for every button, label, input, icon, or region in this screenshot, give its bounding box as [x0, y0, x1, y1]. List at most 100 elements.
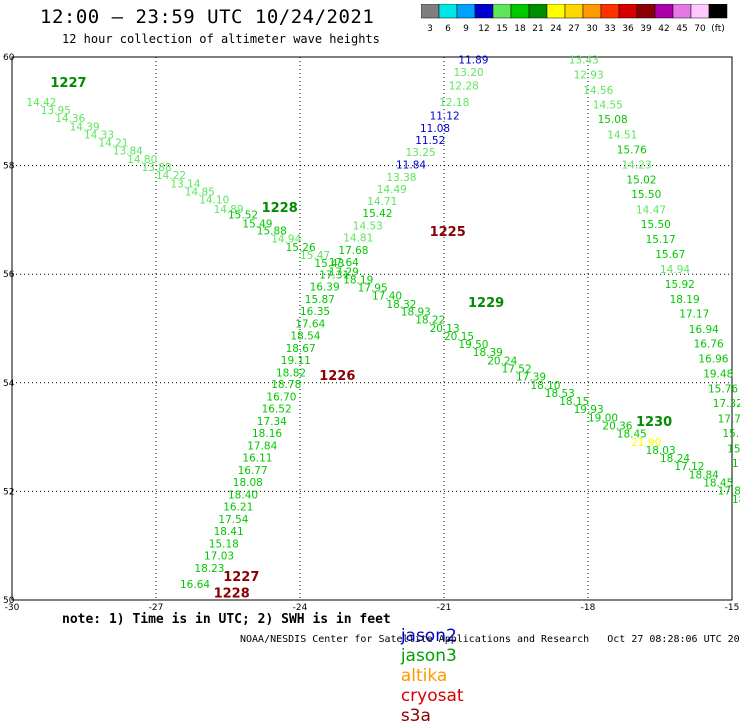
wave-height-value: 17.40 — [372, 291, 402, 303]
y-tick-label: 52 — [3, 487, 14, 497]
wave-height-value: 13.88 — [142, 162, 172, 174]
wave-height-value: 19.93 — [574, 404, 604, 416]
wave-height-value: 20.15 — [444, 331, 474, 343]
wave-height-value: 15.43 — [314, 258, 344, 270]
wave-height-value: 16.39 — [310, 281, 340, 293]
x-tick-label: -15 — [725, 603, 740, 613]
y-tick-label: 60 — [3, 53, 15, 63]
legend-s3a: s3a — [400, 706, 431, 726]
wave-height-value: 17.31 — [319, 270, 349, 282]
wave-height-value: 14.10 — [199, 195, 229, 207]
colorbar-label: 70 — [694, 24, 706, 34]
wave-height-value: 18.67 — [286, 343, 316, 355]
wave-height-value: 15.26 — [286, 242, 316, 254]
x-tick-label: -27 — [149, 603, 164, 613]
wave-height-value: 14.53 — [353, 221, 383, 233]
wave-height-value: 15.42 — [362, 208, 392, 220]
wave-height-value: 17.52 — [502, 363, 532, 375]
wave-height-value: 14.89 — [214, 204, 244, 216]
wave-height-value: 15.87 — [305, 294, 335, 306]
wave-height-value: 18.08 — [233, 477, 263, 489]
wave-height-value: 17.76 — [718, 413, 740, 425]
wave-height-value: 17.64 — [295, 318, 325, 330]
colorbar-label: 36 — [622, 24, 634, 34]
colorbar-label: 24 — [550, 24, 562, 34]
wave-height-value: 17.54 — [218, 514, 248, 526]
wave-height-value: 13.43 — [569, 55, 599, 67]
wave-height-value: 11.08 — [420, 123, 450, 135]
pass-time-label: 1228 — [262, 201, 298, 216]
wave-height-value: 11.52 — [415, 135, 445, 147]
wave-height-value: 15.67 — [655, 249, 685, 261]
wave-height-value: 18.45 — [617, 429, 647, 441]
wave-height-value: 18.93 — [401, 306, 431, 318]
wave-height-value: 15.17 — [646, 234, 676, 246]
wave-height-value: 14.21 — [98, 138, 128, 150]
units-note: note: 1) Time is in UTC; 2) SWH is in fe… — [62, 612, 391, 627]
wave-height-value: 14.94 — [660, 264, 690, 276]
colorbar-label: 21 — [532, 24, 543, 34]
wave-height-value: 16.77 — [238, 465, 268, 477]
wave-height-plot: -30 -27 -24 -21 -18 -15 50 52 54 56 58 60 14.4213.95… — [3, 53, 740, 613]
wave-height-value: 15.76 — [617, 145, 647, 157]
colorbar-label: 6 — [445, 24, 451, 34]
wave-height-value: 18.23 — [194, 563, 224, 575]
wave-height-value: 15.08 — [598, 114, 628, 126]
wave-height-value: 18.78 — [271, 379, 301, 391]
wave-height-value: 17.03 — [204, 550, 234, 562]
wave-height-value: 17.39 — [516, 372, 546, 384]
wave-height-value: 15.47 — [300, 250, 330, 262]
colorbar-label: 12 — [478, 24, 489, 34]
wave-height-value: 21.90 — [631, 437, 661, 449]
y-tick-label: 56 — [3, 270, 15, 280]
wave-height-value: 15. — [727, 443, 740, 455]
wave-height-value: 17 — [732, 458, 740, 470]
wave-height-value: 18.22 — [415, 315, 445, 327]
legend-altika: altika — [400, 666, 448, 686]
wave-height-value: 17.64 — [329, 257, 359, 269]
colorbar-label: 42 — [658, 24, 669, 34]
wave-height-value: 18.53 — [545, 388, 575, 400]
satellite-legend: jason2 jason3 altika cryosat s3a — [390, 606, 472, 726]
wave-height-value: 11.12 — [430, 110, 460, 122]
pass-time-label: 1225 — [430, 225, 466, 240]
wave-height-value: 20.36 — [602, 420, 632, 432]
wave-height-value: 16.70 — [266, 392, 296, 404]
x-tick-label: -24 — [293, 603, 308, 613]
wave-height-value: 18.03 — [646, 445, 676, 457]
wave-height-value: 20.24 — [487, 355, 517, 367]
colorbar-label: 9 — [463, 24, 469, 34]
x-tick-label: -18 — [581, 603, 596, 613]
pass-time-label: 1230 — [636, 415, 672, 430]
y-tick-label: 54 — [3, 379, 15, 389]
wave-height-value: 18.39 — [473, 347, 503, 359]
wave-height-value: 17.68 — [338, 245, 368, 257]
wave-height-value: 15.50 — [641, 219, 671, 231]
wave-height-value: 18.32 — [386, 299, 416, 311]
wave-height-value: 11.84 — [396, 159, 426, 171]
wave-height-value: 13.38 — [386, 172, 416, 184]
wave-height-value: 16.21 — [223, 501, 253, 513]
pass-time-label: 1229 — [468, 296, 504, 311]
wave-height-value: 18.24 — [660, 453, 690, 465]
colorbar-label: 3 — [427, 24, 433, 34]
wave-height-value: 14.36 — [55, 113, 85, 125]
wave-height-value: 15.50 — [631, 189, 661, 201]
wave-height-value: 14.94 — [271, 234, 301, 246]
pass-time-label: 1227 — [50, 76, 86, 91]
x-tick-label: -21 — [437, 603, 452, 613]
wave-height-value: 14.71 — [367, 196, 397, 208]
wave-height-value: 16.11 — [242, 453, 272, 465]
colorbar-label: 15 — [496, 24, 507, 34]
wave-height-value: 14.39 — [70, 121, 100, 133]
wave-height-value: 15.76 — [708, 384, 738, 396]
color-scale-bar: 3 6 9 12 15 18 21 24 27 30 33 36 39 42 45 70 (ft) — [421, 4, 728, 34]
wave-height-value: 14.85 — [185, 186, 215, 198]
wave-height-value: 14.51 — [607, 129, 637, 141]
wave-height-value: 18.82 — [276, 367, 306, 379]
wave-height-value: 17.84 — [247, 441, 277, 453]
wave-height-value: 14.42 — [26, 97, 56, 109]
wave-height-value: 18.19 — [343, 274, 373, 286]
plot-frame — [11, 56, 733, 601]
legend-jason2: jason2 — [400, 626, 457, 646]
